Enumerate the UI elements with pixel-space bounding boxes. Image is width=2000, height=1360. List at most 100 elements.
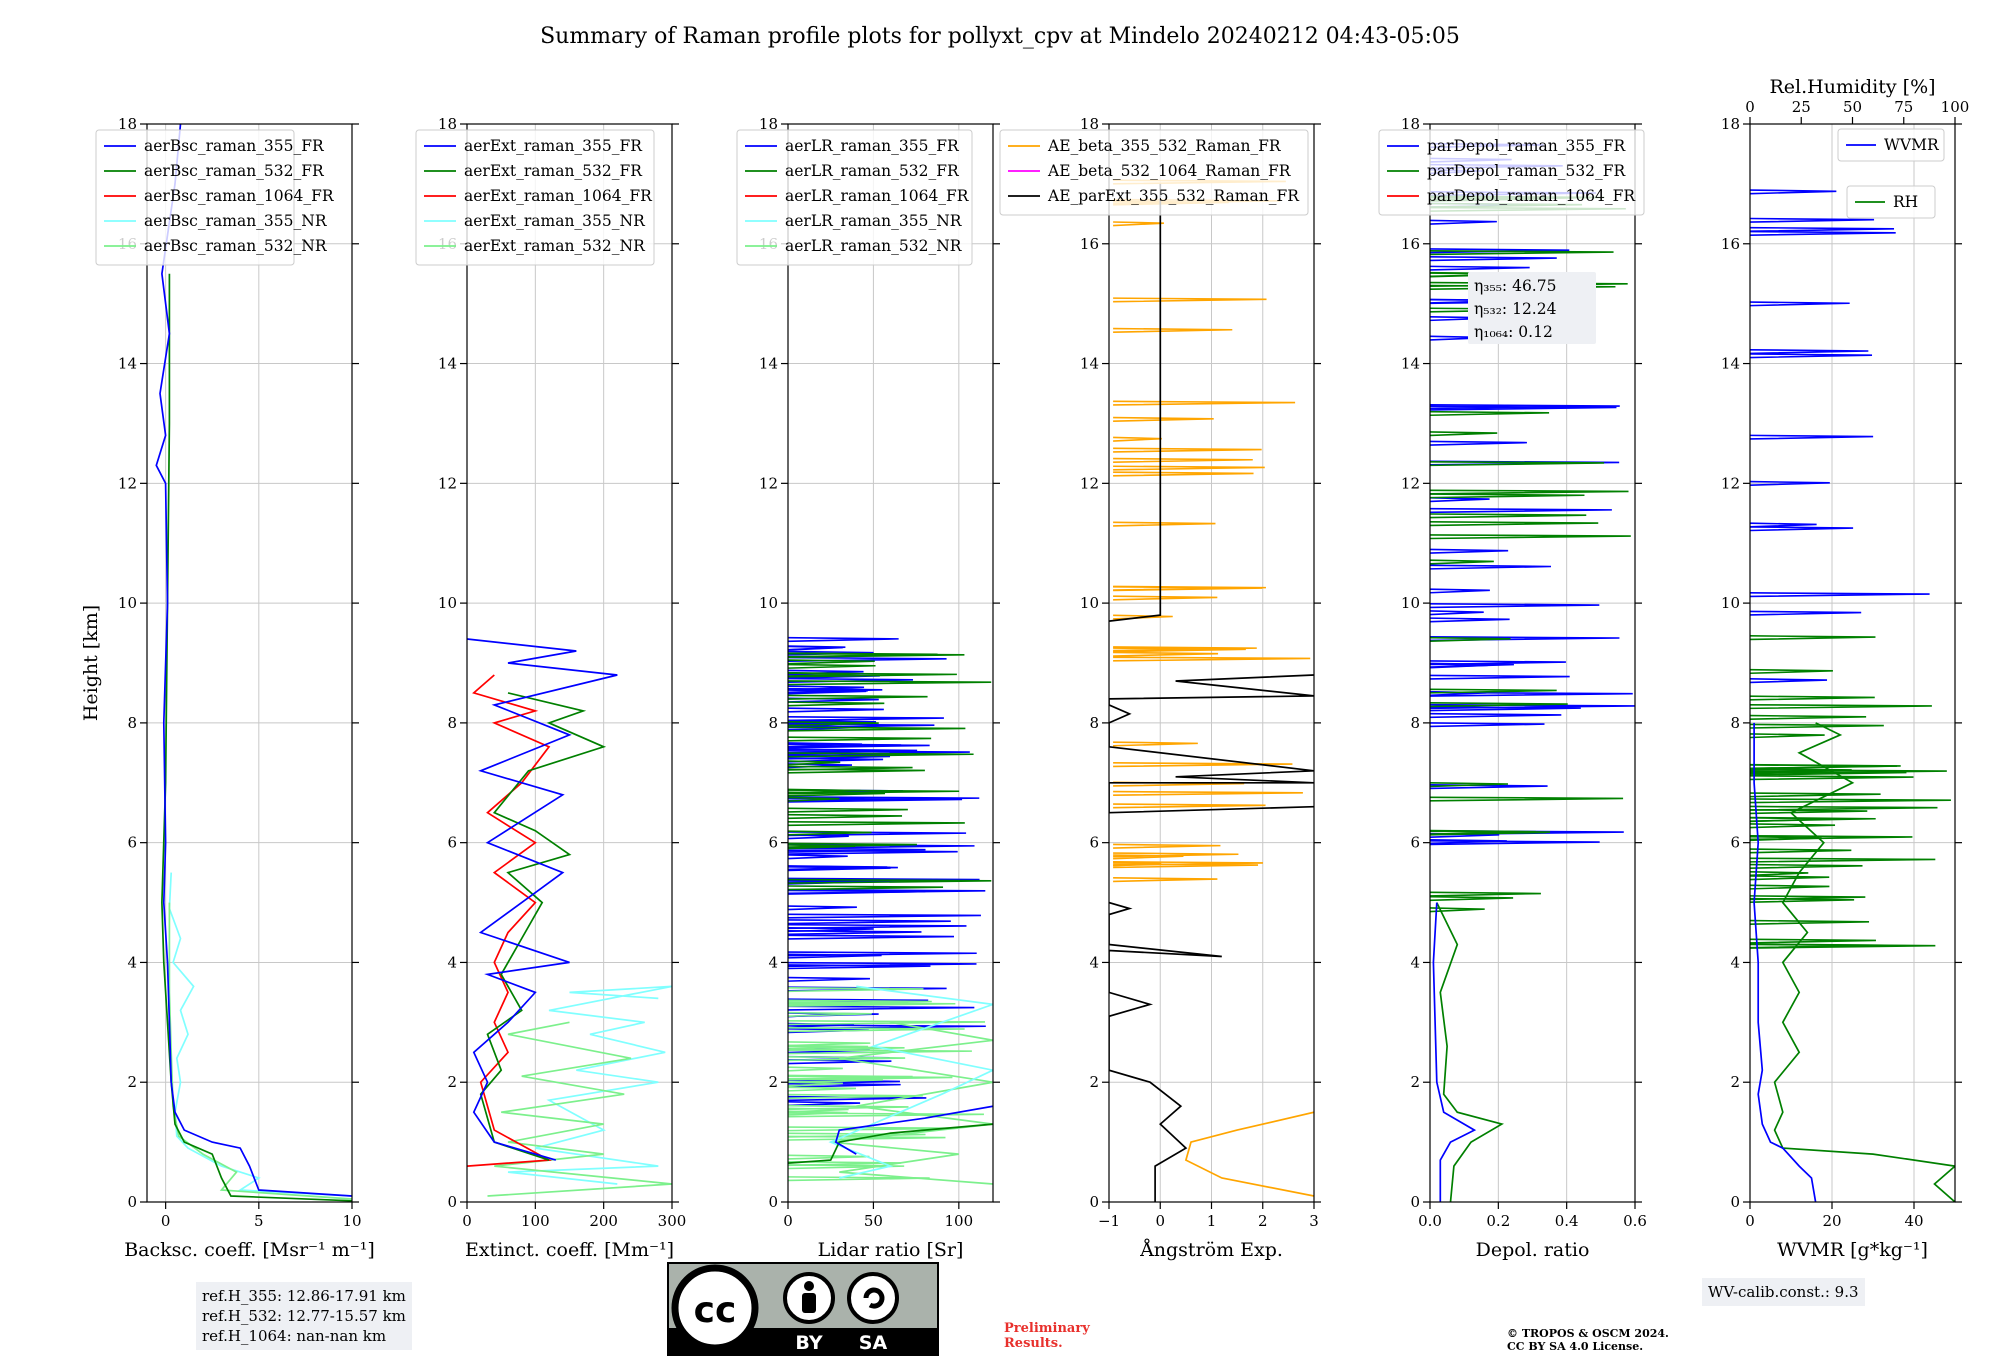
band-trace (1750, 938, 1876, 944)
band-trace (788, 796, 840, 802)
band-trace (1750, 668, 1833, 675)
band-trace (1430, 702, 1568, 708)
y-tick-label: 12 (759, 474, 778, 492)
legend-box (1846, 185, 1936, 219)
figure-title: Summary of Raman profile plots for polly… (540, 24, 1460, 49)
band-trace (1430, 603, 1600, 609)
eta-annotation-line: η₃₅₅: 46.75 (1474, 277, 1556, 295)
y-tick-label: 18 (438, 115, 457, 133)
y-tick-label: 10 (1721, 594, 1740, 612)
band-trace (788, 905, 857, 911)
series-line (487, 1021, 672, 1197)
band-trace (1430, 431, 1498, 437)
legend-entry: aerLR_raman_1064_FR (785, 187, 970, 205)
band-trace (1430, 405, 1617, 411)
band-trace (788, 1066, 843, 1072)
copyright-note: © TROPOS & OSCM 2024. CC BY SA 4.0 Licen… (1507, 1327, 1669, 1353)
band-trace (1750, 678, 1828, 684)
legend-entry: aerLR_raman_532_NR (785, 237, 963, 255)
x-tick-label: 0 (161, 1212, 171, 1230)
band-trace (1750, 848, 1852, 854)
panel-wvmr: 0 2 4 6 8 10 12 14 16 18 0 20 40 WVMR [g*kg⁻¹] 0 25 50 75… (1721, 76, 1969, 1261)
axes-frame (466, 123, 673, 1203)
x-top-tick-label: 100 (1941, 98, 1970, 116)
plot-area (1750, 189, 1955, 1202)
x-tick-label: 300 (658, 1212, 687, 1230)
preliminary-note: Preliminary Results. (1004, 1321, 1090, 1351)
band-trace (788, 878, 992, 885)
y-tick-label: 14 (759, 355, 778, 373)
legend-entry: parDepol_raman_1064_FR (1427, 187, 1636, 205)
band-trace (1430, 895, 1514, 902)
band-trace (1750, 835, 1822, 842)
band-trace (788, 760, 841, 766)
y-tick-label: 8 (447, 714, 457, 732)
band-trace (788, 929, 922, 936)
band-trace (1750, 897, 1855, 904)
x-axis-label: WVMR [g*kg⁻¹] (1777, 1239, 1928, 1261)
x-axis-label: Extinct. coeff. [Mm⁻¹] (465, 1239, 674, 1261)
band-trace (788, 689, 867, 695)
band-trace (1750, 189, 1837, 195)
legend-entry: aerLR_raman_355_FR (785, 137, 960, 155)
band-trace (1430, 265, 1530, 271)
band-trace (788, 830, 872, 836)
band-trace (788, 645, 843, 651)
band-trace (1430, 706, 1581, 712)
band-trace (1430, 219, 1497, 225)
y-tick-label: 8 (768, 714, 778, 732)
y-tick-label: 14 (1721, 355, 1740, 373)
band-trace (1113, 843, 1221, 849)
band-trace (1113, 471, 1254, 477)
band-trace (788, 1005, 975, 1011)
band-trace (1750, 775, 1914, 781)
legend-entry: AE_parExt_355_532_Raman_FR (1047, 187, 1300, 205)
band-trace (1750, 763, 1901, 770)
band-trace (788, 789, 960, 795)
y-tick-label: 0 (1089, 1193, 1099, 1211)
preliminary-line-2: Results. (1004, 1336, 1063, 1351)
band-trace (1430, 564, 1552, 570)
legend-entry: AE_beta_355_532_Raman_FR (1047, 137, 1282, 155)
y-tick-label: 16 (1080, 235, 1099, 253)
band-trace (788, 797, 963, 803)
band-trace (1430, 404, 1620, 410)
band-trace (1750, 434, 1874, 440)
band-trace (788, 1112, 984, 1118)
y-tick-label: 16 (1401, 235, 1420, 253)
band-trace (788, 807, 908, 813)
plot-area (1109, 179, 1314, 1202)
band-trace (1113, 400, 1296, 406)
legend-box (999, 129, 1309, 216)
band-trace (788, 752, 974, 758)
x-tick-label: 100 (945, 1212, 974, 1230)
band-trace (1430, 521, 1599, 527)
band-trace (1750, 823, 1836, 829)
y-tick-label: 12 (1721, 474, 1740, 492)
band-trace (1750, 809, 1868, 815)
y-tick-label: 2 (447, 1073, 457, 1091)
y-tick-label: 14 (438, 355, 457, 373)
x-tick-label: 0 (462, 1212, 472, 1230)
band-trace (788, 1019, 986, 1026)
series-line (155, 124, 352, 1197)
y-tick-label: 18 (1401, 115, 1420, 133)
legend-box (1378, 129, 1645, 216)
band-trace (1430, 440, 1527, 446)
band-trace (788, 701, 885, 707)
band-trace (1430, 489, 1629, 495)
y-tick-label: 2 (127, 1073, 137, 1091)
band-trace (788, 976, 870, 982)
band-trace (788, 1044, 869, 1050)
x-axis-label: Ångström Exp. (1139, 1239, 1283, 1261)
band-trace (1750, 870, 1809, 877)
series-line (1436, 902, 1504, 1202)
band-trace (788, 844, 856, 850)
by-text: BY (795, 1332, 822, 1354)
x-tick-label: 0 (1745, 1212, 1755, 1230)
y-tick-label: 6 (447, 834, 457, 852)
eta-annotation-line: η₁₀₆₄: 0.12 (1474, 323, 1553, 341)
y-tick-label: 0 (447, 1193, 457, 1211)
legend-box (415, 129, 655, 266)
